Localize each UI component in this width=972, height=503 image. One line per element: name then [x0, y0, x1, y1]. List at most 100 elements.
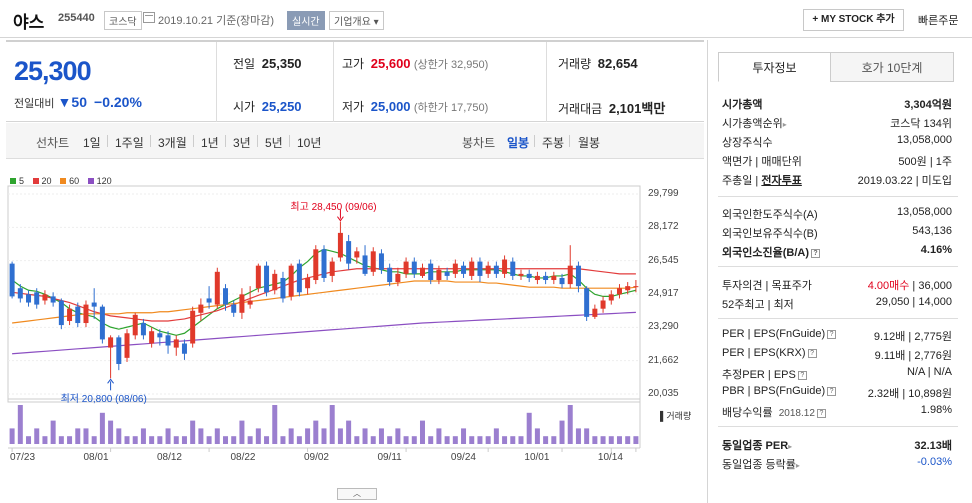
volume-bar	[584, 428, 590, 444]
volume-bar	[493, 428, 499, 444]
tab-period-1y[interactable]: 1년	[201, 136, 219, 150]
est-per-label: 추정PER | EPS	[722, 369, 796, 381]
add-mystock-button[interactable]: + MY STOCK 추가	[803, 9, 904, 31]
tab-monthly[interactable]: 월봉	[578, 136, 601, 150]
ma-line-20	[12, 268, 636, 322]
realtime-badge[interactable]: 실시간	[287, 11, 325, 30]
tab-candle-chart[interactable]: 봉차트	[462, 136, 496, 150]
meeting-row: 주총일 | 전자투표 2019.03.22 | 미도입	[722, 172, 952, 188]
volume-bar	[567, 405, 573, 444]
tab-line-chart[interactable]: 선차트	[36, 136, 70, 150]
divider	[718, 266, 958, 267]
candle-body	[534, 275, 540, 281]
low-marker-arrow	[107, 378, 114, 384]
divider	[718, 318, 958, 319]
tab-period-5y[interactable]: 5년	[265, 136, 283, 150]
calendar-icon	[143, 12, 155, 23]
candle-body	[83, 304, 89, 324]
tab-orderbook[interactable]: 호가 10단계	[830, 52, 954, 82]
volume-bar	[264, 436, 270, 444]
chevron-down-icon: ▾	[373, 17, 379, 28]
volume-bar	[600, 436, 606, 444]
tab-weekly[interactable]: 주봉	[542, 136, 565, 150]
volume-bar	[354, 436, 360, 444]
change-percent: −0.20%	[94, 94, 142, 110]
candle-body	[108, 337, 114, 348]
candle-body	[91, 302, 97, 307]
tab-daily[interactable]: 일봉	[507, 136, 530, 150]
volume-bar	[502, 436, 508, 444]
candle-body	[633, 286, 639, 288]
help-icon[interactable]: ?	[811, 248, 820, 258]
tab-separator	[534, 135, 535, 147]
high-annotation: 최고 28,450 (09/06)	[290, 201, 377, 213]
volume-bar	[370, 436, 376, 444]
meeting-value: 2019.03.22 | 미도입	[857, 175, 952, 187]
help-icon[interactable]: ?	[827, 329, 837, 339]
candle-body	[419, 267, 425, 276]
volume-bar	[362, 428, 368, 444]
candle-body	[608, 294, 614, 301]
foreign-hold-row: 외국인보유주식수(B) 543,136	[722, 225, 952, 241]
volume-bar	[452, 436, 458, 444]
volume-bar	[50, 420, 56, 444]
evote-link[interactable]: 전자투표	[761, 175, 802, 187]
divider	[333, 42, 334, 122]
candle-body	[625, 286, 631, 291]
help-icon[interactable]: ?	[816, 408, 826, 418]
current-price: 25,300	[14, 56, 92, 86]
volume-bar	[75, 428, 81, 444]
sector-rate-value: -0.03%	[917, 456, 952, 468]
tab-period-1d[interactable]: 1일	[83, 136, 101, 150]
volume-bar	[165, 428, 171, 444]
w52-value: 29,050 | 14,000	[875, 296, 952, 308]
candle-body	[99, 306, 105, 340]
x-tick-label: 08/01	[83, 452, 109, 463]
foreign-ratio-value: 4.16%	[920, 244, 952, 256]
y-tick-label: 20,035	[648, 388, 679, 399]
volume-bar	[173, 436, 179, 444]
volume-bar	[272, 405, 278, 444]
help-icon[interactable]: ?	[807, 348, 817, 358]
volume-cell: 거래량 82,654	[558, 55, 638, 72]
legend-ma60-swatch	[60, 178, 67, 184]
tab-period-10y[interactable]: 10년	[297, 136, 322, 150]
lower-limit: (하한가 17,750)	[413, 102, 489, 114]
foreign-limit-label: 외국인한도주식수(A)	[722, 209, 818, 221]
volume-bar	[108, 420, 114, 444]
volume-bar	[461, 428, 467, 444]
foreign-limit-row: 외국인한도주식수(A) 13,058,000	[722, 206, 952, 222]
legend-ma120-swatch	[87, 178, 94, 184]
stock-code: 255440	[58, 12, 95, 24]
volume-bar	[592, 436, 598, 444]
legend-ma20-label: 20	[41, 176, 52, 186]
candle-body	[190, 310, 196, 344]
y-tick-label: 28,172	[648, 221, 679, 233]
x-tick-label: 08/12	[156, 452, 182, 463]
tab-period-3m[interactable]: 3개월	[158, 136, 187, 150]
candle-body	[272, 273, 278, 291]
tab-period-3y[interactable]: 3년	[233, 136, 251, 150]
open-label: 시가	[233, 100, 256, 114]
volume-bar	[116, 428, 122, 444]
volume-bar	[321, 428, 327, 444]
volume-bar	[34, 428, 40, 444]
expand-chart-button[interactable]: ︿	[337, 488, 377, 500]
base-date: 2019.10.21 기준(장마감)	[158, 15, 275, 27]
candle-body	[493, 265, 499, 274]
candle-body	[132, 314, 138, 336]
tab-period-1w[interactable]: 1주일	[115, 136, 144, 150]
low-annotation: 최저 20,800 (08/06)	[60, 394, 147, 406]
foreign-hold-value: 543,136	[912, 225, 952, 237]
tab-invest-info[interactable]: 투자정보	[718, 52, 831, 82]
company-overview-dropdown[interactable]: 기업개요 ▾	[329, 11, 384, 30]
low-value: 25,000	[370, 99, 411, 114]
divider	[718, 426, 958, 427]
pbr-value: 2.32배 | 10,898원	[867, 388, 952, 400]
help-icon[interactable]: ?	[827, 386, 837, 396]
help-icon[interactable]: ?	[797, 370, 807, 380]
quote-summary: 25,300 전일대비 ▼50 −0.20% 전일 25,350 고가 25,6…	[6, 40, 704, 122]
quick-order-link[interactable]: 빠른주문	[918, 15, 959, 27]
volume-bar	[444, 436, 450, 444]
volume-bar	[411, 436, 417, 444]
